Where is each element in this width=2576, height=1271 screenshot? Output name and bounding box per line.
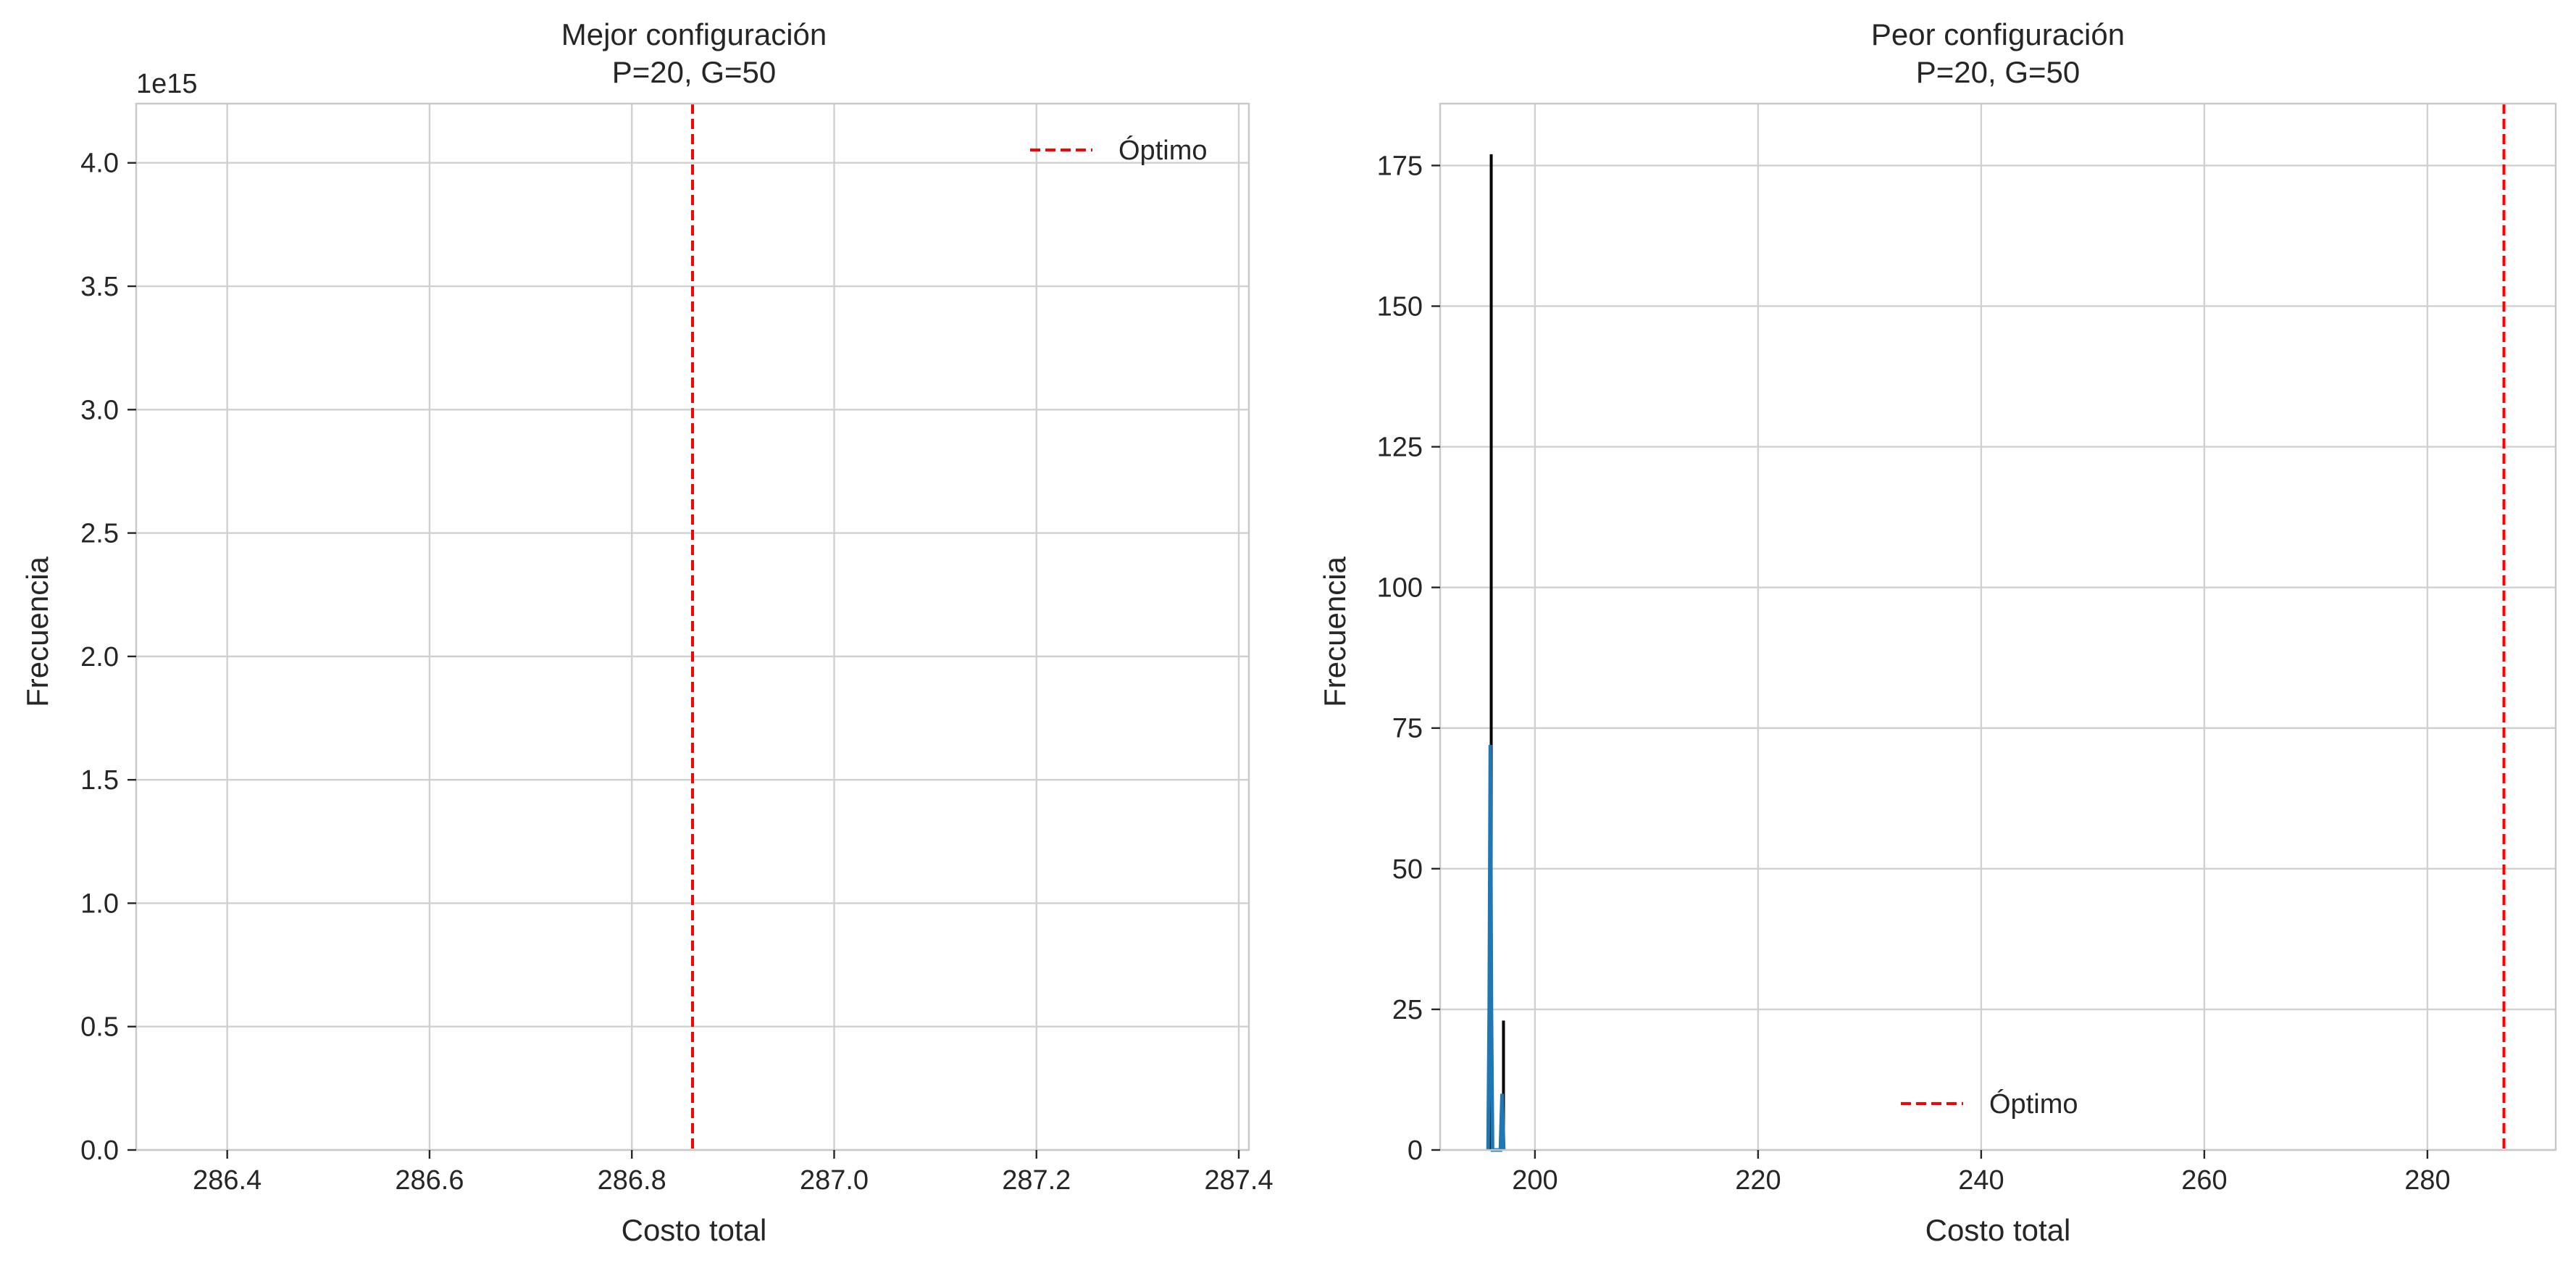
kde-line	[1486, 744, 1506, 1152]
y-tick-label: 75	[1392, 714, 1423, 744]
y-tick-label: 0	[1408, 1135, 1423, 1166]
chart-title-line-2: P=20, G=50	[612, 55, 777, 89]
y-tick-label: 2.0	[80, 642, 119, 672]
y-axis-offset-text: 1e15	[136, 69, 198, 99]
y-tick-label: 0.0	[80, 1135, 119, 1166]
y-tick-label: 2.5	[80, 519, 119, 549]
chart-title-line-2: P=20, G=50	[1916, 55, 2081, 89]
y-axis-ticks: 0.0 0.5 1.0 1.5 2.0 2.5 3.0 3.5 4.0	[80, 149, 136, 1166]
x-axis-ticks: 286.4 286.6 286.8 287.0 287.2 287.4	[193, 1150, 1274, 1196]
histogram-bar	[1502, 1020, 1505, 1150]
y-tick-label: 0.5	[80, 1012, 119, 1043]
legend: Óptimo	[1901, 1088, 2078, 1120]
y-tick-label: 175	[1377, 151, 1423, 181]
x-axis-label: Costo total	[622, 1213, 767, 1247]
y-axis-label: Frecuencia	[1318, 556, 1352, 707]
histogram-bars	[1489, 154, 1505, 1150]
chart-title-line-1: Peor configuración	[1871, 17, 2125, 51]
x-tick-label: 240	[1958, 1165, 2004, 1196]
y-tick-label: 125	[1377, 433, 1423, 463]
y-tick-label: 1.0	[80, 888, 119, 919]
x-tick-label: 220	[1735, 1165, 1781, 1196]
chart-peor-configuracion: Peor configuración P=20, G=50 Costo tota…	[1318, 17, 2557, 1247]
kde-curve	[1486, 744, 1506, 1152]
y-tick-label: 3.5	[80, 272, 119, 302]
x-tick-label: 286.8	[598, 1165, 666, 1196]
axes-frame	[1439, 102, 2557, 1151]
x-tick-label: 287.2	[1002, 1165, 1071, 1196]
y-tick-label: 25	[1392, 995, 1423, 1025]
x-tick-label: 286.4	[193, 1165, 262, 1196]
grid-lines	[1440, 104, 2556, 1151]
chart-title-line-1: Mejor configuración	[561, 17, 827, 51]
chart-mejor-configuracion: Mejor configuración P=20, G=50 1e15 Cost…	[20, 17, 1274, 1247]
y-tick-label: 3.0	[80, 395, 119, 425]
x-tick-label: 286.6	[395, 1165, 464, 1196]
legend-label-optimo: Óptimo	[1118, 135, 1207, 166]
x-tick-label: 280	[2404, 1165, 2450, 1196]
y-axis-label: Frecuencia	[20, 556, 54, 707]
legend-label-optimo: Óptimo	[1989, 1088, 2078, 1120]
y-axis-ticks: 0 25 50 75 100 125 150 175	[1377, 151, 1440, 1166]
histogram-bar	[1489, 154, 1493, 1150]
x-axis-label: Costo total	[1925, 1213, 2071, 1247]
y-tick-label: 4.0	[80, 149, 119, 179]
y-tick-label: 1.5	[80, 765, 119, 796]
y-tick-label: 150	[1377, 291, 1423, 322]
x-axis-ticks: 200 220 240 260 280	[1512, 1150, 2451, 1196]
x-tick-label: 200	[1512, 1165, 1557, 1196]
y-tick-label: 100	[1377, 573, 1423, 604]
axes-spine	[135, 102, 1250, 1151]
x-tick-label: 260	[2181, 1165, 2227, 1196]
x-tick-label: 287.4	[1204, 1165, 1273, 1196]
legend: Óptimo	[1030, 135, 1207, 166]
axes-frame	[135, 102, 1250, 1151]
x-tick-label: 287.0	[800, 1165, 869, 1196]
y-tick-label: 50	[1392, 854, 1423, 885]
axes-spine	[1439, 102, 2557, 1151]
